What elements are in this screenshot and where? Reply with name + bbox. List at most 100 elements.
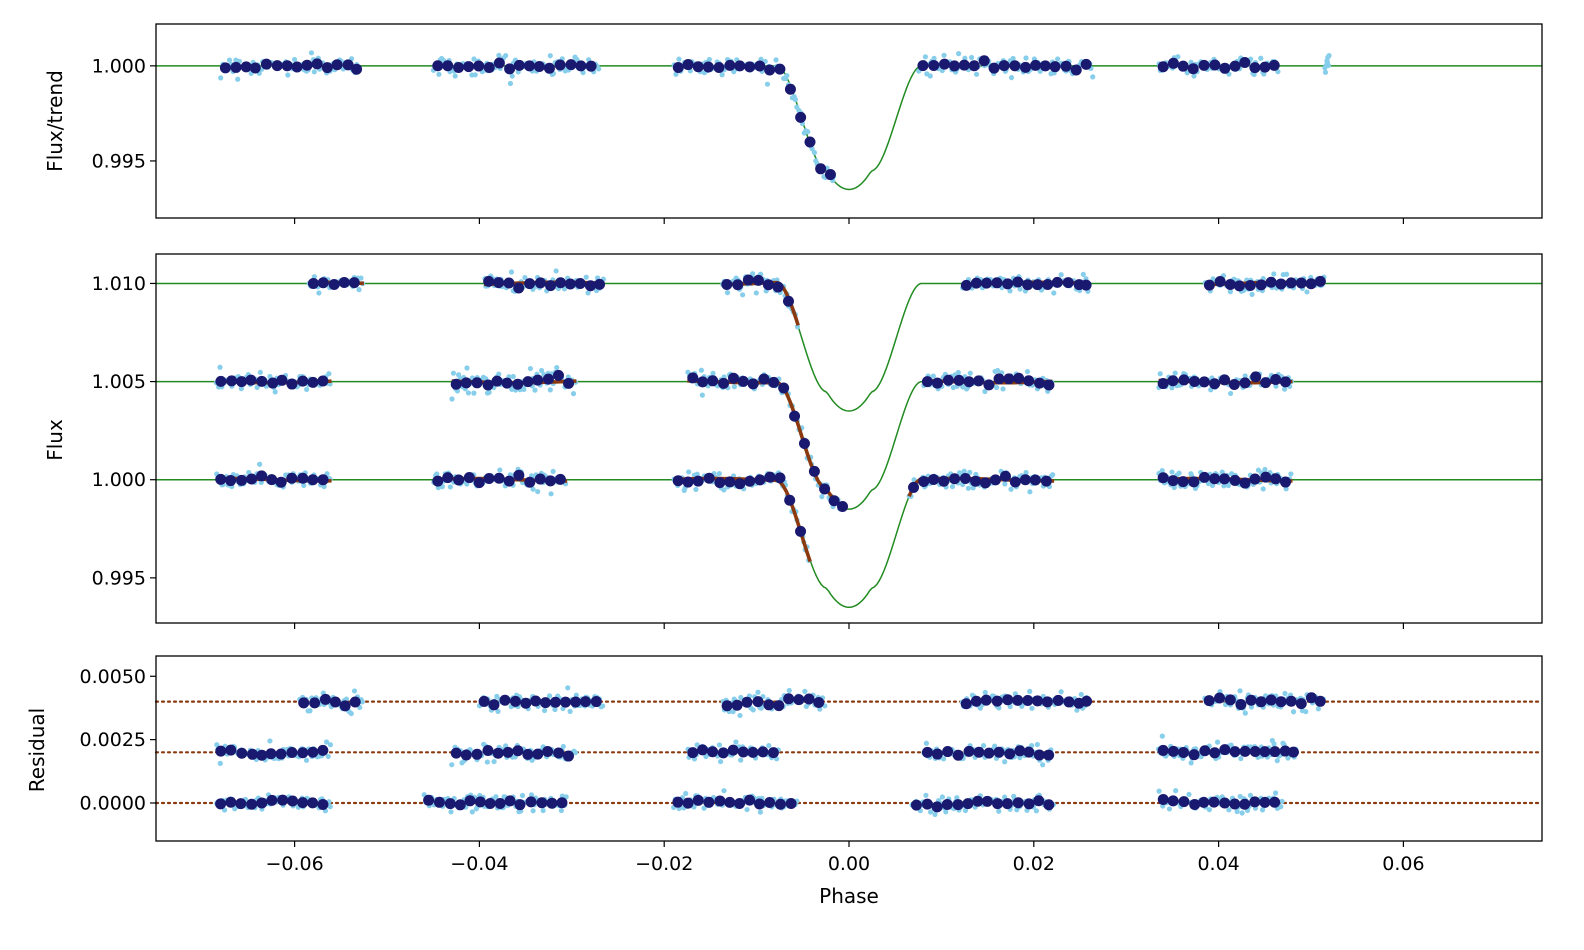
panel-residual-raw-point <box>802 688 808 695</box>
panel-flux-raw-point <box>527 365 534 372</box>
panel-flux-trend-binned-point <box>968 60 980 72</box>
panel-residual-raw-point <box>750 707 756 713</box>
panel-flux-trend-binned-point <box>784 83 796 95</box>
panel-residual-binned-point <box>556 797 568 809</box>
panel-residual-binned-point <box>952 799 964 811</box>
panel-flux-binned-point <box>744 475 756 487</box>
panel-flux-binned-point <box>432 475 444 487</box>
panel-flux-trend-binned-point <box>291 61 303 73</box>
panel-flux-raw-point <box>1228 390 1234 397</box>
panel-flux-ylabel: Flux <box>43 419 67 461</box>
panel-flux-trend-binned-point <box>513 59 525 71</box>
panel-flux-binned-point <box>737 375 749 387</box>
panel-flux-binned-point <box>981 277 993 289</box>
panel-flux-raw-point <box>1023 469 1029 476</box>
panel-flux-trend-binned-point <box>692 61 704 73</box>
panel-flux-raw-point <box>267 373 273 380</box>
panel-residual-binned-point <box>931 748 943 760</box>
panel-flux-binned-point <box>275 476 287 488</box>
panel-residual-binned-point <box>265 748 277 760</box>
panel-residual-raw-point <box>694 742 700 748</box>
panel-flux-trend-raw-point <box>308 50 315 56</box>
panel-flux-trend-binned-point <box>1239 57 1251 68</box>
panel-residual-raw-point <box>943 809 949 815</box>
panel-flux-trend-binned-point <box>998 60 1010 72</box>
panel-flux-trend-xticks <box>294 218 1405 224</box>
panel-residual-raw-point <box>1237 793 1243 800</box>
panel-flux-binned-point <box>692 475 704 487</box>
panel-residual-raw-point <box>565 685 571 691</box>
panel-residual-binned-point <box>471 748 483 760</box>
panel-flux-trend-raw-point <box>1175 54 1181 60</box>
panel-residual-raw-point <box>1242 710 1248 716</box>
panel-flux-raw-point <box>1000 386 1006 392</box>
panel-residual-binned-point <box>464 795 476 807</box>
panel-flux-binned-point <box>764 471 776 483</box>
panel-flux-raw-point <box>311 274 317 280</box>
panel-flux-trend-raw-point <box>927 73 933 79</box>
panel-residual-raw-point <box>323 739 330 745</box>
panel-residual-raw-point <box>1156 788 1162 794</box>
panel-flux-binned-point <box>215 473 227 485</box>
panel-residual-raw-point <box>558 807 564 814</box>
panel-flux-binned-point <box>754 474 766 486</box>
panel-flux-binned-point <box>491 375 503 387</box>
panel-residual-binned-point <box>1023 798 1035 810</box>
panel-residual-raw-point <box>1078 691 1084 698</box>
panel-flux-binned-point <box>837 501 849 513</box>
panel-residual-binned-point <box>1012 797 1024 809</box>
panel-flux-trend-raw-point <box>673 71 679 77</box>
panel-flux-marks <box>156 268 1542 609</box>
panel-residual-binned-point <box>1249 796 1261 808</box>
panel-flux-binned-point <box>931 377 943 389</box>
panel-residual-raw-point <box>992 743 998 749</box>
panel-flux-trend-binned-point <box>713 62 725 74</box>
panel-flux-trend-binned-point <box>483 62 495 74</box>
panel-residual-raw-point <box>716 742 723 748</box>
panel-residual-binned-point <box>215 798 227 810</box>
panel-flux: 1.010 1.005 1.000 0.995 Flux <box>43 253 1543 629</box>
panel-flux-binned-point <box>225 475 237 487</box>
panel-flux-trend-raw-point <box>706 56 712 63</box>
panel-flux-trend-raw-point <box>1010 55 1016 62</box>
panel-residual-raw-point <box>1282 690 1288 697</box>
panel-residual-binned-point <box>1033 795 1045 807</box>
panel-flux-raw-point <box>553 268 559 274</box>
panel-residual-binned-point <box>707 746 719 758</box>
panel-flux-trend-binned-point <box>1030 59 1042 71</box>
panel-flux-trend-raw-point <box>574 56 580 63</box>
panel-residual-ytick-label: 0.0050 <box>80 666 146 688</box>
panel-flux-binned-point <box>908 481 920 493</box>
panel-flux-raw-point <box>522 274 528 281</box>
panel-residual-binned-point <box>697 744 709 756</box>
panel-residual-binned-point <box>1219 744 1231 756</box>
panel-residual-binned-point <box>1224 694 1236 706</box>
panel-flux-raw-point <box>486 389 492 395</box>
panel-flux-raw-point <box>304 386 310 393</box>
panel-flux-trend-binned-point <box>249 62 261 74</box>
panel-residual-binned-point <box>530 695 542 707</box>
panel-flux-trend-binned-point <box>230 61 242 73</box>
panel-residual-raw-point <box>1271 741 1277 747</box>
panel-flux-raw-point <box>510 373 516 380</box>
panel-residual-binned-point <box>536 797 548 809</box>
panel-flux-model-curve-2 <box>156 478 1542 609</box>
panel-residual-binned-point <box>275 748 287 760</box>
panel-flux-binned-point <box>1209 473 1221 485</box>
panel-flux-raw-point <box>930 373 936 379</box>
panel-residual-raw-point <box>1303 709 1309 715</box>
panel-residual-binned-point <box>672 796 684 808</box>
panel-residual-raw-point <box>1247 792 1254 798</box>
panel-residual-binned-point <box>482 745 494 757</box>
panel-flux-trend-raw-point <box>471 56 477 62</box>
panel-residual-raw-point <box>348 710 354 717</box>
panel-flux-trend-raw-point <box>311 69 317 75</box>
panel-flux-binned-point <box>513 282 525 294</box>
panel-flux-trend-binned-point <box>744 61 756 73</box>
panel-flux-raw-point <box>1007 288 1013 294</box>
panel-residual-raw-point <box>1007 703 1013 710</box>
panel-flux-binned-point <box>245 374 257 386</box>
panel-flux-trend-binned-point <box>453 62 465 74</box>
panel-residual-binned-point <box>433 796 445 808</box>
panel-flux-binned-point <box>1250 371 1262 383</box>
